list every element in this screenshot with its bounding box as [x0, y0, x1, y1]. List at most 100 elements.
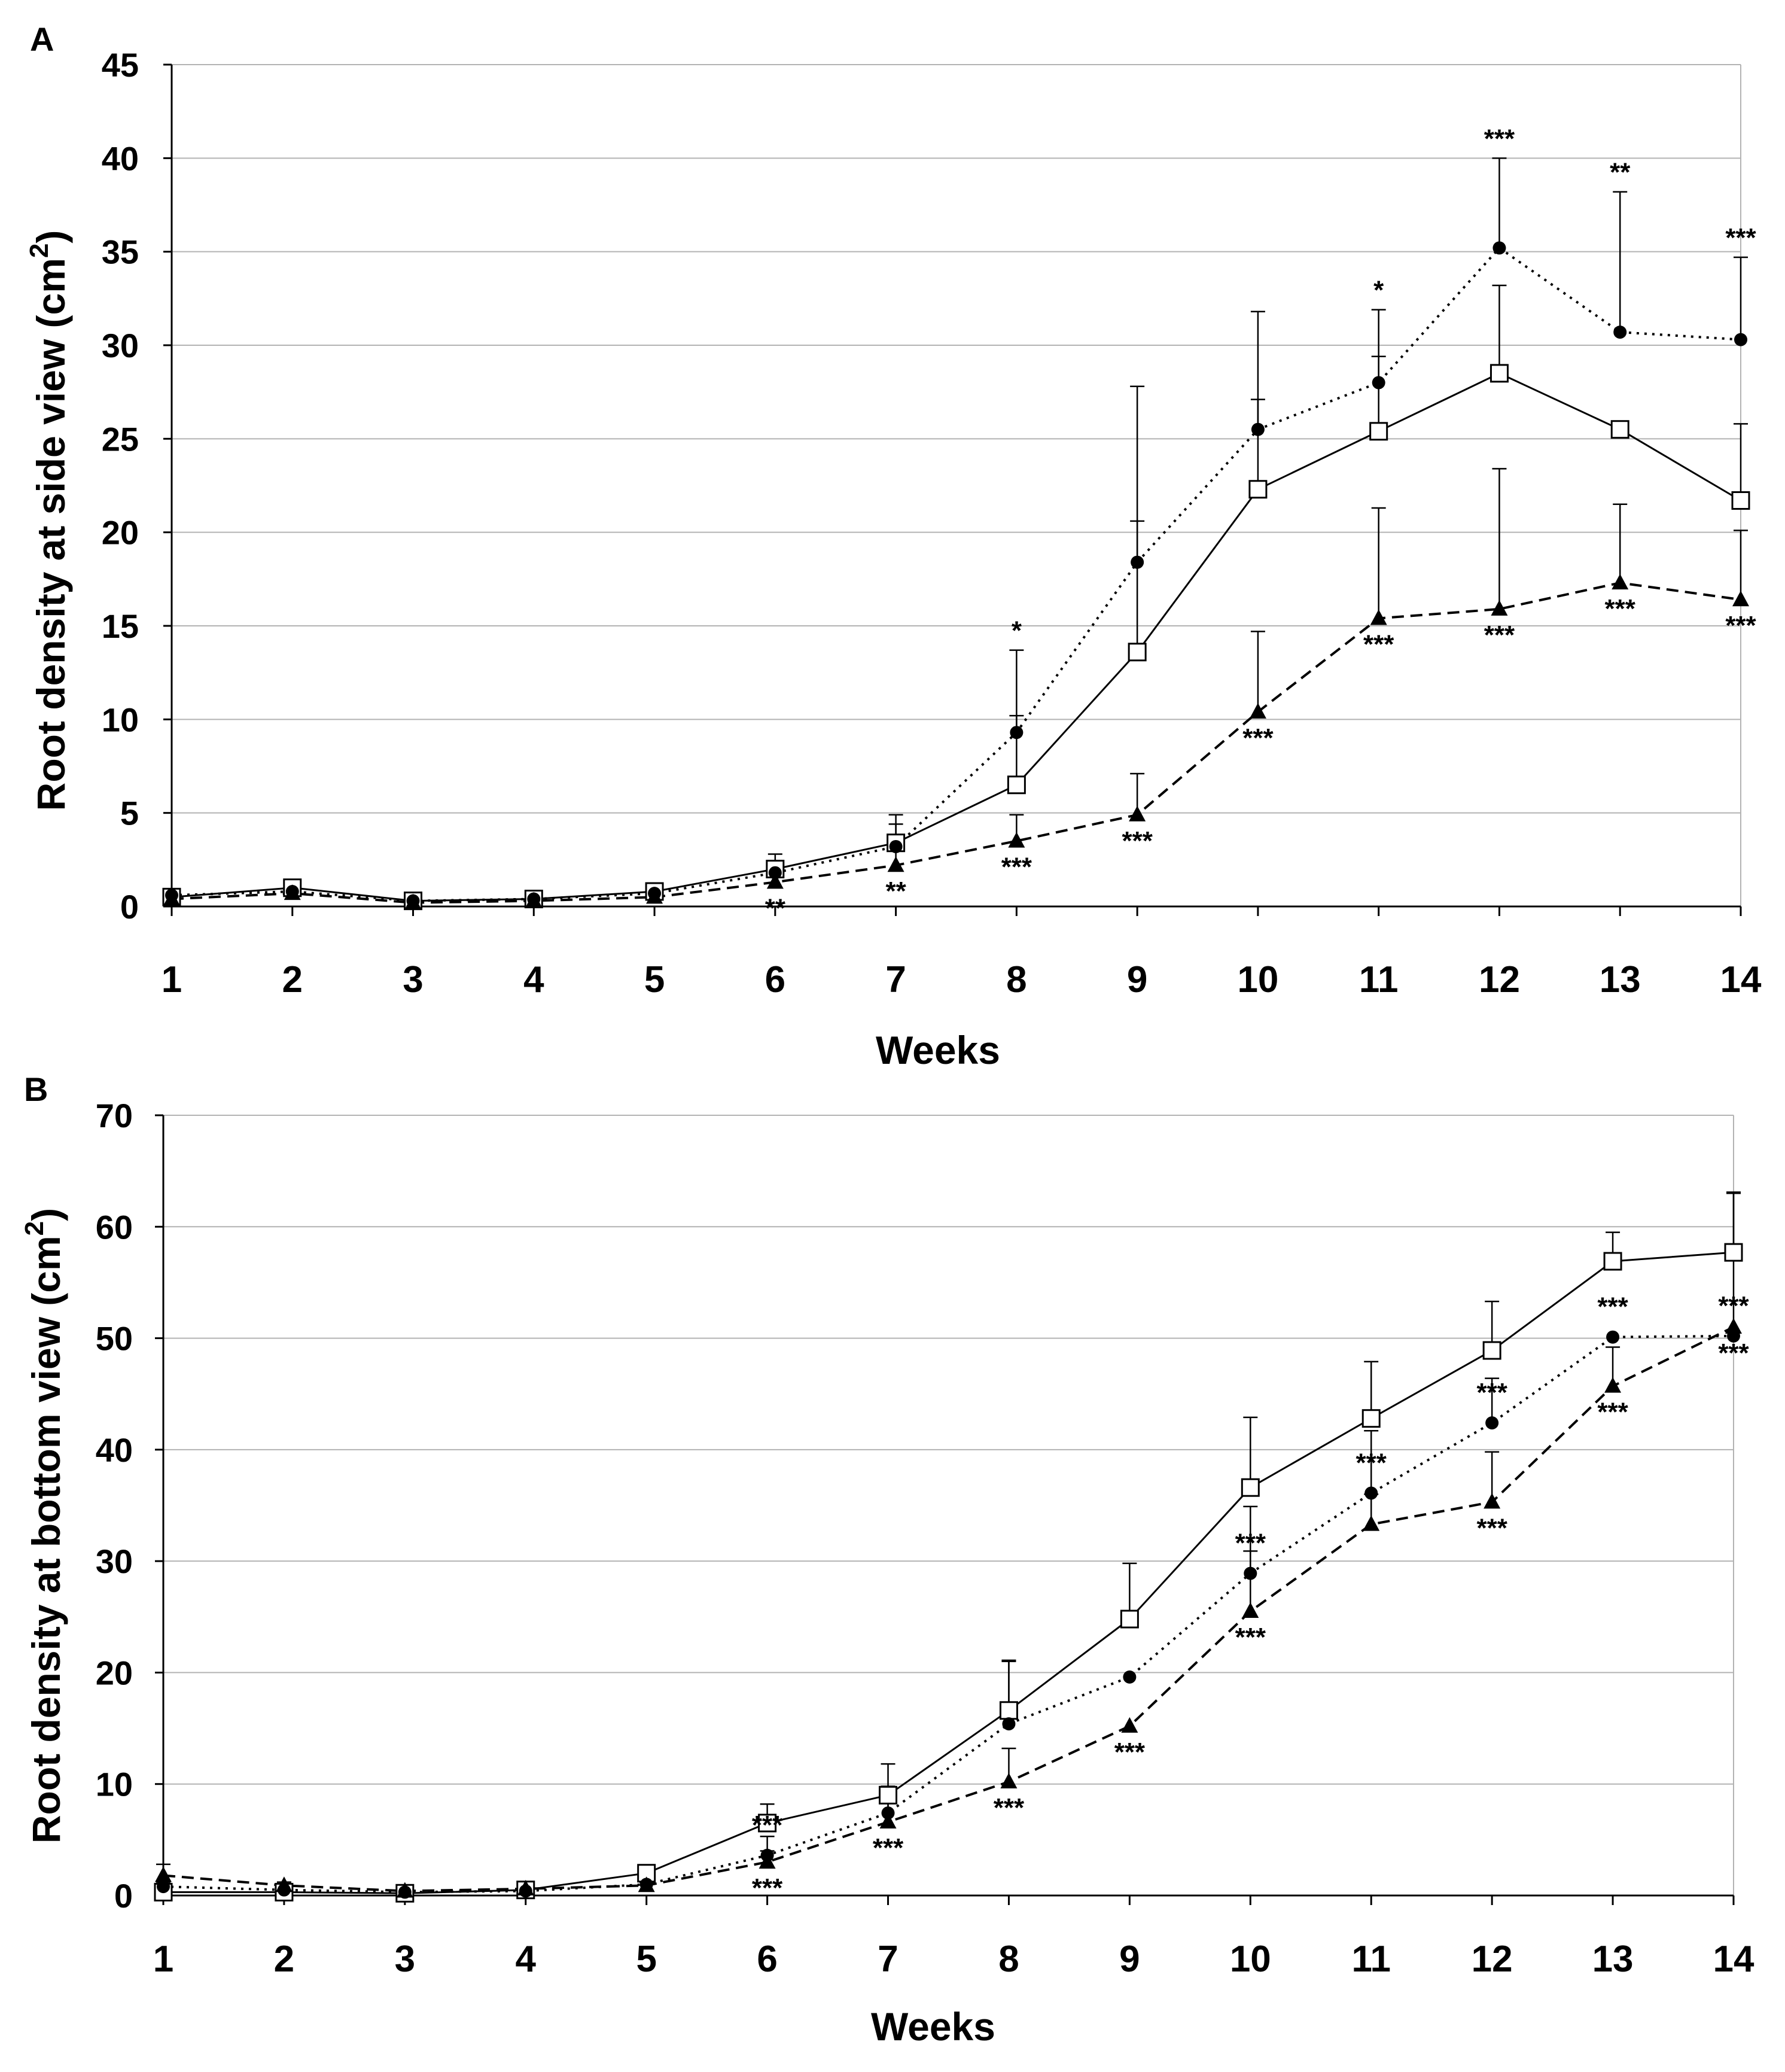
panel-a-y-tick-label: 10 [102, 701, 139, 738]
panel-a-series-line-filled-triangle-dashed [171, 582, 1741, 904]
panel-a-significance-label: *** [1484, 124, 1515, 153]
panel-a-circle-marker [1010, 726, 1024, 740]
panel-a-x-axis-title: Weeks [876, 1028, 1000, 1072]
panel-a-circle-marker [1734, 333, 1747, 346]
panel-b-triangle-marker [517, 1879, 534, 1895]
panel-b-circle-marker [1002, 1717, 1016, 1731]
panel-b-triangle-marker [1725, 1318, 1742, 1334]
panel-a-triangle-marker [1008, 832, 1025, 848]
panel-b-x-tick-label: 7 [878, 1939, 898, 1980]
panel-a-triangle-marker [1249, 702, 1266, 719]
panel-a-square-marker [1007, 775, 1026, 795]
panel-a-triangle-marker [766, 873, 784, 889]
panel-a-square-marker [1248, 480, 1268, 499]
panel-a-triangle-marker [1732, 591, 1749, 607]
panel-b-square-marker [1361, 1409, 1381, 1428]
panel-a-circle-marker [1251, 422, 1265, 436]
panel-a-x-tick-label: 7 [885, 959, 906, 1000]
panel-a-x-tick-label: 14 [1720, 959, 1762, 1000]
panel-b-x-tick-label: 3 [395, 1939, 415, 1980]
panel-b-triangle-marker [879, 1813, 897, 1829]
panel-a-x-ticks: 1 2 3 4 5 6 7 8 9 10 11 12 13 14 [162, 959, 1762, 1000]
panel-b-significance-labels: *** *** *** *** *** *** *** *** *** *** *** *** *** *… [752, 1291, 1750, 1903]
panel-a-y-axis-title: Root density at side view (cm2) [25, 230, 73, 811]
panel-b-triangle-marker [759, 1853, 776, 1869]
panel-b-triangle-marker [638, 1876, 655, 1893]
panel-a-triangle-marker [163, 890, 180, 906]
chart-panel-a: A ************************** ********* 05… [25, 20, 1762, 1072]
panel-a-significance-label: * [1012, 616, 1022, 646]
panel-b-significance-label: *** [994, 1793, 1025, 1822]
panel-b-circle-marker [1606, 1330, 1620, 1344]
panel-b-series-line-open-square-solid [163, 1251, 1734, 1894]
panel-b-square-marker [1482, 1341, 1501, 1360]
panel-b-x-tick-label: 2 [274, 1939, 294, 1980]
panel-a-square-marker [1369, 422, 1388, 441]
panel-a-square-marker [1489, 364, 1509, 383]
panel-a-y-axis-title-sup: 2 [25, 244, 54, 258]
panel-a-significance-label: *** [1242, 723, 1274, 753]
panel-a-y-tick-label: 15 [102, 607, 139, 645]
panel-b-series-line-filled-triangle-dashed [163, 1326, 1734, 1893]
panel-b-circle-marker [1244, 1566, 1257, 1580]
panel-b-y-tick-label: 50 [96, 1320, 133, 1358]
panel-b-y-axis-title-end: ) [24, 1208, 68, 1221]
panel-b-x-axis-title: Weeks [871, 2004, 995, 2049]
panel-b-x-tick-label: 6 [757, 1939, 777, 1980]
panel-b-x-tick-label: 10 [1230, 1939, 1271, 1980]
panel-b-significance-label: *** [1476, 1513, 1507, 1542]
panel-b-x-tick-label: 1 [153, 1939, 173, 1980]
panel-b-y-tick-label: 10 [96, 1766, 133, 1803]
panel-b-triangle-marker [155, 1866, 172, 1882]
panel-a-triangle-marker [1370, 609, 1387, 625]
panel-b-series-line-filled-circle-dotted [163, 1334, 1734, 1894]
panel-letter-b: B [24, 1070, 48, 1108]
panel-a-y-ticks: 0 5 10 15 20 25 30 35 40 45 [102, 46, 139, 926]
panel-a-significance-label: *** [1725, 223, 1756, 252]
panel-a-y-tick-label: 45 [102, 46, 139, 84]
panel-a-y-tick-label: 40 [102, 139, 139, 177]
panel-a-x-tick-label: 2 [282, 959, 303, 1000]
panel-a-circle-marker [1492, 241, 1506, 255]
panel-a-series-line-filled-circle-dotted [171, 247, 1741, 902]
panel-a-gridlines [172, 64, 1741, 906]
panel-a-x-tick-label: 12 [1479, 959, 1520, 1000]
panel-b-square-marker [1120, 1609, 1139, 1629]
panel-b-x-tick-label: 5 [636, 1939, 656, 1980]
panel-a-markers [162, 241, 1750, 911]
panel-b-triangle-marker [396, 1882, 413, 1898]
panel-b-significance-label: *** [1476, 1378, 1507, 1407]
panel-a-y-axis-title-end: ) [29, 230, 73, 244]
panel-letter-a: A [30, 20, 54, 58]
panel-a-significance-label: ** [1610, 158, 1631, 187]
panel-a-y-tick-label: 0 [120, 888, 139, 926]
panel-b-triangle-marker [1000, 1772, 1018, 1788]
panel-a-significance-label: *** [1363, 629, 1394, 659]
panel-a-y-tick-label: 5 [120, 795, 139, 832]
panel-b-y-tick-label: 70 [96, 1097, 133, 1134]
panel-b-square-marker [1241, 1478, 1260, 1497]
panel-a-circle-marker [768, 866, 782, 880]
panel-b-significance-label: *** [752, 1811, 783, 1840]
panel-b-axes [155, 1114, 1735, 1905]
panel-b-significance-label: *** [1356, 1449, 1387, 1478]
panel-a-significance-label: *** [1725, 611, 1756, 640]
panel-a-x-tick-label: 13 [1600, 959, 1641, 1000]
panel-b-y-tick-label: 0 [114, 1877, 133, 1915]
panel-b-y-ticks: 0 10 20 30 40 50 60 70 [96, 1097, 133, 1915]
panel-a-square-marker [1610, 420, 1629, 439]
panel-a-x-tick-label: 5 [644, 959, 665, 1000]
panel-b-circle-marker [1123, 1670, 1137, 1684]
panel-b-y-tick-label: 30 [96, 1542, 133, 1580]
panel-b-y-axis-title: Root density at bottom view (cm2) [20, 1208, 68, 1843]
panel-a-x-tick-label: 11 [1359, 959, 1399, 1000]
panel-a-significance-label: *** [1001, 853, 1032, 882]
panel-a-x-tick-label: 9 [1127, 959, 1147, 1000]
panel-a-square-marker [1731, 491, 1750, 510]
panel-b-square-marker [1724, 1243, 1743, 1262]
panel-b-significance-label: *** [1597, 1292, 1628, 1322]
panel-b-y-tick-label: 20 [96, 1654, 133, 1691]
panel-a-circle-marker [1613, 325, 1627, 339]
panel-b-square-marker [1603, 1252, 1622, 1271]
panel-a-y-tick-label: 30 [102, 327, 139, 364]
